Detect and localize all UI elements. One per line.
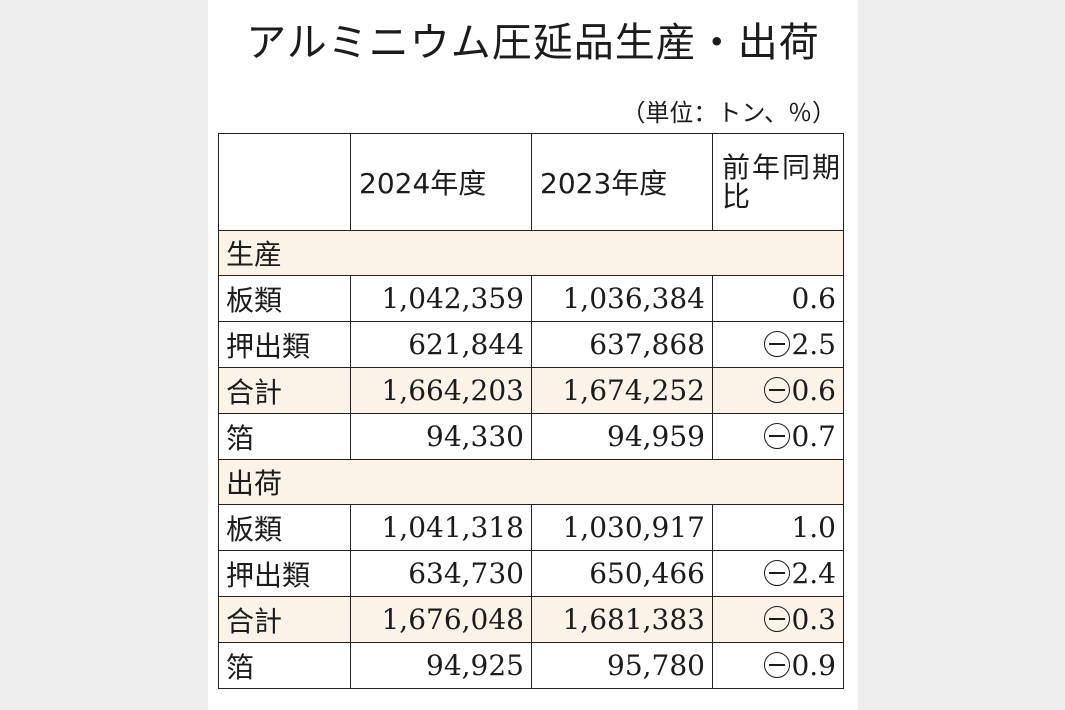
- minus-circle-icon: [764, 377, 791, 403]
- table-row: 板類 1,041,318 1,030,917 1.0: [218, 504, 844, 551]
- row-label: 押出類: [218, 550, 351, 597]
- row-label: 板類: [218, 504, 351, 551]
- value-2023: 650,466: [531, 550, 713, 597]
- value-2024: 621,844: [350, 321, 532, 368]
- section-label: 出荷: [218, 459, 844, 505]
- section-row-shipments: 出荷: [218, 459, 844, 505]
- yoy-cell: 2.5: [712, 321, 844, 368]
- yoy-value: 1.0: [791, 511, 836, 544]
- table-row: 箔 94,330 94,959 0.7: [218, 413, 844, 460]
- value-2023: 1,681,383: [531, 596, 713, 643]
- row-label: 押出類: [218, 321, 351, 368]
- yoy-cell: 0.6: [712, 275, 844, 322]
- yoy-cell: 2.4: [712, 550, 844, 597]
- row-label: 合計: [218, 367, 351, 414]
- value-2024: 634,730: [350, 550, 532, 597]
- value-2023: 1,030,917: [531, 504, 713, 551]
- unit-note: （単位：トン、％）: [621, 99, 836, 127]
- yoy-value: 0.9: [791, 649, 836, 682]
- value-2023: 94,959: [531, 413, 713, 460]
- value-2024: 1,664,203: [350, 367, 532, 414]
- row-label: 合計: [218, 596, 351, 643]
- data-table: 2024年度 2023年度 前年同期比 生産 板類 1,042,359 1,03…: [218, 133, 844, 689]
- value-2023: 95,780: [531, 642, 713, 689]
- value-2023: 1,036,384: [531, 275, 713, 322]
- section-label: 生産: [218, 230, 844, 276]
- value-2024: 1,041,318: [350, 504, 532, 551]
- table-row: 押出類 621,844 637,868 2.5: [218, 321, 844, 368]
- yoy-value: 0.6: [791, 282, 836, 315]
- yoy-value: 0.3: [791, 603, 836, 636]
- yoy-cell: 0.7: [712, 413, 844, 460]
- row-label: 箔: [218, 642, 351, 689]
- minus-circle-icon: [764, 652, 791, 678]
- table-row: 箔 94,925 95,780 0.9: [218, 642, 844, 689]
- value-2024: 94,330: [350, 413, 532, 460]
- value-2024: 1,676,048: [350, 596, 532, 643]
- minus-circle-icon: [764, 423, 791, 449]
- table-header-row: 2024年度 2023年度 前年同期比: [218, 133, 844, 231]
- document-title: アルミニウム圧延品生産・出荷: [246, 20, 820, 66]
- table-row: 板類 1,042,359 1,036,384 0.6: [218, 275, 844, 322]
- yoy-value: 0.7: [791, 420, 836, 453]
- value-2023: 637,868: [531, 321, 713, 368]
- yoy-cell: 0.9: [712, 642, 844, 689]
- minus-circle-icon: [764, 331, 791, 357]
- table-row-total: 合計 1,664,203 1,674,252 0.6: [218, 367, 844, 414]
- value-2023: 1,674,252: [531, 367, 713, 414]
- yoy-cell: 1.0: [712, 504, 844, 551]
- header-blank-cell: [218, 133, 351, 231]
- document-panel: アルミニウム圧延品生産・出荷 （単位：トン、％） 2024年度 2023年度 前…: [208, 0, 858, 710]
- minus-circle-icon: [764, 560, 791, 586]
- minus-circle-icon: [764, 606, 791, 632]
- header-2024: 2024年度: [350, 133, 532, 231]
- value-2024: 1,042,359: [350, 275, 532, 322]
- header-2023: 2023年度: [531, 133, 713, 231]
- section-row-production: 生産: [218, 230, 844, 276]
- table-row-total: 合計 1,676,048 1,681,383 0.3: [218, 596, 844, 643]
- yoy-cell: 0.6: [712, 367, 844, 414]
- row-label: 箔: [218, 413, 351, 460]
- yoy-value: 2.4: [791, 557, 836, 590]
- header-yoy: 前年同期比: [712, 133, 844, 231]
- yoy-value: 0.6: [791, 374, 836, 407]
- value-2024: 94,925: [350, 642, 532, 689]
- table-row: 押出類 634,730 650,466 2.4: [218, 550, 844, 597]
- yoy-cell: 0.3: [712, 596, 844, 643]
- row-label: 板類: [218, 275, 351, 322]
- yoy-value: 2.5: [791, 328, 836, 361]
